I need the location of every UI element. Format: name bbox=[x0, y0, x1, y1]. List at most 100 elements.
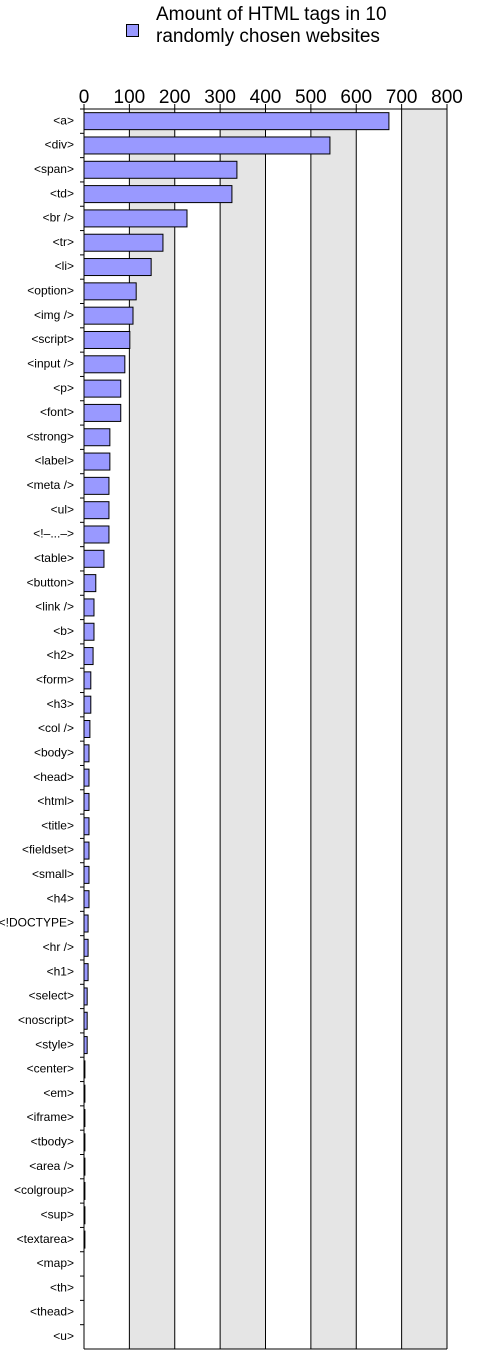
y-tick-label: <option> bbox=[27, 284, 74, 298]
x-tick-label: 800 bbox=[431, 87, 463, 108]
bar bbox=[83, 720, 91, 738]
bar bbox=[83, 963, 89, 982]
bar bbox=[83, 622, 95, 641]
y-tick-label: <a> bbox=[53, 113, 74, 127]
x-tick-label: 100 bbox=[114, 87, 146, 108]
y-tick-label: <sup> bbox=[41, 1207, 74, 1221]
bar bbox=[83, 476, 110, 495]
grid-band bbox=[310, 109, 357, 1349]
bar bbox=[83, 1060, 86, 1079]
bar bbox=[83, 671, 92, 690]
grid-band bbox=[220, 109, 266, 1349]
bar bbox=[83, 258, 152, 277]
bar bbox=[83, 574, 97, 593]
y-tick-label: <link /> bbox=[35, 600, 74, 614]
y-tick-label: <button> bbox=[27, 575, 74, 589]
x-tick-label: 500 bbox=[295, 87, 327, 108]
y-tick-label: <div> bbox=[45, 138, 74, 152]
bar bbox=[83, 1206, 86, 1225]
y-tick-label: <img /> bbox=[34, 308, 74, 322]
bar bbox=[83, 1181, 86, 1200]
bar bbox=[83, 379, 122, 398]
bar bbox=[83, 1084, 86, 1103]
y-tick-label: <br /> bbox=[43, 211, 74, 225]
y-tick-label: <thead> bbox=[30, 1305, 74, 1319]
bar bbox=[83, 452, 111, 471]
bar bbox=[83, 525, 110, 544]
bar bbox=[83, 233, 164, 252]
y-tick-label: <ul> bbox=[51, 502, 74, 516]
y-tick-label: <em> bbox=[43, 1086, 74, 1100]
bar bbox=[83, 160, 238, 179]
bar bbox=[83, 1011, 88, 1030]
y-tick-label: <script> bbox=[31, 332, 74, 346]
y-tick-label: <head> bbox=[33, 770, 74, 784]
bar bbox=[83, 209, 188, 228]
bar bbox=[83, 1036, 88, 1055]
y-tick-label: <iframe> bbox=[27, 1110, 74, 1124]
bar bbox=[83, 865, 90, 884]
x-tick-label: 300 bbox=[204, 87, 236, 108]
bar bbox=[83, 987, 88, 1006]
y-tick-label: <fieldset> bbox=[22, 843, 74, 857]
x-tick-label: 700 bbox=[386, 87, 418, 108]
x-tick-label: 600 bbox=[340, 87, 372, 108]
y-tick-label: <li> bbox=[55, 259, 74, 273]
bar bbox=[83, 185, 233, 204]
bar bbox=[83, 598, 95, 617]
y-tick-label: <area /> bbox=[29, 1159, 74, 1173]
y-tick-label: <strong> bbox=[27, 429, 74, 443]
bar bbox=[83, 1109, 86, 1128]
bar bbox=[83, 1133, 86, 1152]
bar bbox=[83, 1157, 86, 1176]
bar bbox=[83, 938, 89, 957]
y-tick-label: <html> bbox=[37, 794, 74, 808]
bar bbox=[83, 306, 134, 325]
y-tick-label: <small> bbox=[32, 867, 74, 881]
bar bbox=[83, 282, 137, 301]
y-tick-label: <b> bbox=[53, 624, 74, 638]
y-tick-label: <input /> bbox=[27, 356, 74, 370]
y-tick-label: <meta /> bbox=[27, 478, 74, 492]
bar bbox=[83, 403, 122, 422]
y-tick-label: <textarea> bbox=[17, 1232, 74, 1246]
bar bbox=[83, 695, 92, 714]
y-tick-label: <center> bbox=[27, 1062, 74, 1076]
bar bbox=[83, 817, 90, 836]
bar bbox=[83, 136, 331, 155]
bar bbox=[83, 744, 90, 763]
y-tick-label: <title> bbox=[41, 818, 74, 832]
y-tick-label: <tbody> bbox=[31, 1135, 74, 1149]
bar bbox=[83, 428, 111, 447]
grid-band bbox=[129, 109, 175, 1349]
y-tick-label: <td> bbox=[50, 186, 74, 200]
y-tick-label: <p> bbox=[53, 381, 74, 395]
y-tick-label: <!DOCTYPE> bbox=[0, 916, 74, 930]
bar bbox=[83, 841, 90, 860]
legend-label: Amount of HTML tags in 10 randomly chose… bbox=[156, 4, 387, 47]
y-tick-label: <span> bbox=[34, 162, 74, 176]
x-tick-label: 0 bbox=[79, 87, 90, 108]
bar bbox=[83, 914, 89, 933]
y-tick-label: <u> bbox=[53, 1329, 74, 1343]
bar bbox=[83, 355, 126, 374]
y-tick-label: <map> bbox=[37, 1256, 74, 1270]
bar bbox=[83, 768, 90, 787]
y-tick-label: <noscript> bbox=[18, 1013, 74, 1027]
bar bbox=[83, 112, 390, 131]
bar bbox=[83, 549, 105, 568]
y-tick-label: <font> bbox=[40, 405, 74, 419]
y-tick-label: <body> bbox=[34, 745, 74, 759]
y-tick-label: <label> bbox=[35, 454, 74, 468]
y-tick-label: <h3> bbox=[47, 697, 74, 711]
bar bbox=[83, 792, 90, 811]
y-tick-label: <hr /> bbox=[43, 940, 74, 954]
y-tick-label: <table> bbox=[34, 551, 74, 565]
y-tick-label: <col /> bbox=[38, 721, 74, 735]
y-tick-label: <th> bbox=[50, 1280, 74, 1294]
y-tick-label: <form> bbox=[36, 673, 74, 687]
bar bbox=[83, 330, 131, 349]
legend-swatch bbox=[126, 24, 139, 37]
